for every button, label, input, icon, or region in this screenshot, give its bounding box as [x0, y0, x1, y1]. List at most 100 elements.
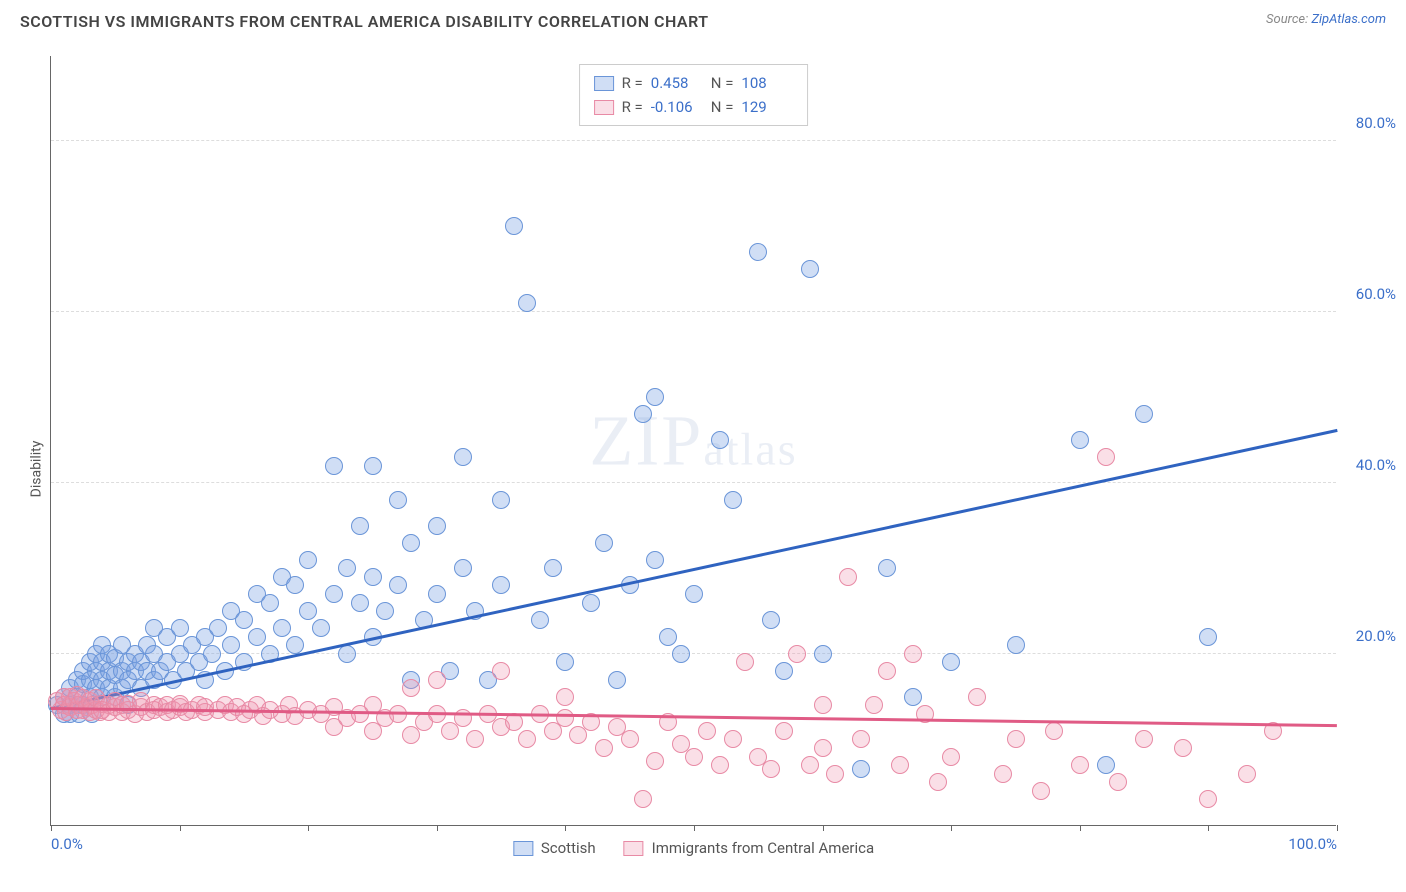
data-point [454, 559, 472, 577]
data-point [505, 217, 523, 235]
data-point [672, 645, 690, 663]
data-point [364, 568, 382, 586]
data-point [389, 491, 407, 509]
data-point [749, 243, 767, 261]
data-point [492, 491, 510, 509]
data-point [646, 752, 664, 770]
x-tick-label: 0.0% [51, 835, 83, 853]
data-point [556, 688, 574, 706]
stat-n-value: 129 [741, 95, 793, 119]
series-name: Scottish [541, 839, 596, 857]
data-point [646, 551, 664, 569]
stat-r-label: R = [622, 71, 643, 95]
data-point [209, 619, 227, 637]
stats-legend: R =0.458N =108R =-0.106N =129 [579, 64, 809, 126]
watermark: ZIPatlas [589, 399, 797, 482]
data-point [904, 645, 922, 663]
series-legend-item: Immigrants from Central America [624, 839, 875, 857]
legend-swatch [513, 841, 533, 856]
data-point [711, 431, 729, 449]
stat-n-label: N = [711, 71, 734, 95]
data-point [351, 594, 369, 612]
data-point [942, 748, 960, 766]
data-point [325, 457, 343, 475]
data-point [711, 756, 729, 774]
data-point [1135, 405, 1153, 423]
data-point [402, 679, 420, 697]
data-point [286, 576, 304, 594]
x-tick [694, 825, 695, 831]
data-point [338, 645, 356, 663]
data-point [852, 730, 870, 748]
trend-line [51, 429, 1338, 709]
data-point [595, 739, 613, 757]
data-point [736, 653, 754, 671]
data-point [1174, 739, 1192, 757]
legend-swatch [624, 841, 644, 856]
data-point [505, 713, 523, 731]
data-point [659, 628, 677, 646]
x-tick [951, 825, 952, 831]
data-point [518, 730, 536, 748]
data-point [942, 653, 960, 671]
data-point [1199, 790, 1217, 808]
data-point [724, 491, 742, 509]
data-point [273, 619, 291, 637]
source-attribution: Source: ZipAtlas.com [1266, 12, 1386, 27]
data-point [376, 602, 394, 620]
data-point [299, 551, 317, 569]
data-point [454, 448, 472, 466]
data-point [1109, 773, 1127, 791]
x-tick [565, 825, 566, 831]
y-tick-label: 40.0% [1341, 456, 1396, 474]
stat-r-label: R = [622, 95, 643, 119]
data-point [646, 388, 664, 406]
data-point [1097, 756, 1115, 774]
data-point [1071, 431, 1089, 449]
data-point [222, 636, 240, 654]
data-point [582, 594, 600, 612]
data-point [428, 517, 446, 535]
data-point [1007, 730, 1025, 748]
data-point [492, 662, 510, 680]
chart-header: SCOTTISH VS IMMIGRANTS FROM CENTRAL AMER… [0, 0, 1406, 39]
series-name: Immigrants from Central America [652, 839, 875, 857]
y-tick-label: 80.0% [1341, 114, 1396, 132]
data-point [826, 765, 844, 783]
data-point [762, 611, 780, 629]
data-point [685, 585, 703, 603]
chart-container: Disability ZIPatlas R =0.458N =108R =-0.… [0, 46, 1406, 892]
stat-n-label: N = [711, 95, 734, 119]
data-point [698, 722, 716, 740]
data-point [814, 739, 832, 757]
data-point [556, 653, 574, 671]
data-point [1135, 730, 1153, 748]
x-tick [823, 825, 824, 831]
data-point [1071, 756, 1089, 774]
data-point [531, 611, 549, 629]
data-point [762, 760, 780, 778]
data-point [852, 760, 870, 778]
source-link[interactable]: ZipAtlas.com [1311, 12, 1386, 27]
data-point [235, 611, 253, 629]
data-point [203, 645, 221, 663]
data-point [814, 645, 832, 663]
data-point [518, 294, 536, 312]
x-tick [1208, 825, 1209, 831]
data-point [839, 568, 857, 586]
x-tick [1337, 825, 1338, 831]
data-point [1007, 636, 1025, 654]
data-point [351, 517, 369, 535]
data-point [1032, 782, 1050, 800]
data-point [878, 662, 896, 680]
stats-legend-row: R =0.458N =108 [594, 71, 794, 95]
x-tick-label: 100.0% [1288, 835, 1337, 853]
data-point [608, 671, 626, 689]
data-point [1097, 448, 1115, 466]
data-point [338, 559, 356, 577]
series-legend-item: Scottish [513, 839, 596, 857]
data-point [1238, 765, 1256, 783]
data-point [685, 748, 703, 766]
x-tick [308, 825, 309, 831]
data-point [261, 594, 279, 612]
